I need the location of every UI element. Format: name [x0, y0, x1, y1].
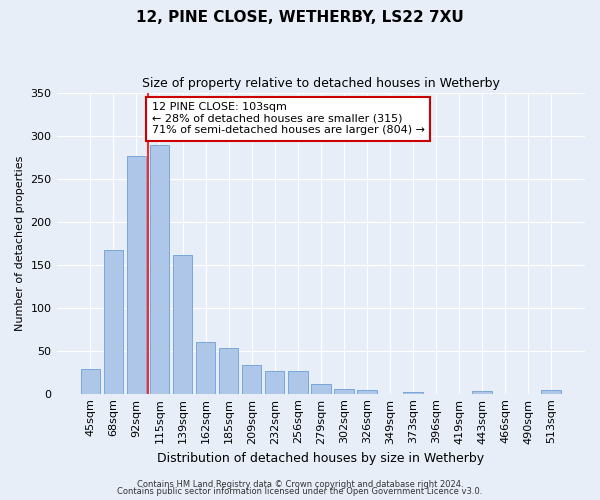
Text: Contains public sector information licensed under the Open Government Licence v3: Contains public sector information licen…: [118, 487, 482, 496]
Bar: [196, 342, 215, 394]
Bar: [173, 256, 193, 394]
Bar: [541, 390, 561, 394]
Bar: [149, 144, 169, 394]
Bar: [311, 384, 331, 394]
Bar: [472, 391, 492, 394]
Text: Contains HM Land Registry data © Crown copyright and database right 2024.: Contains HM Land Registry data © Crown c…: [137, 480, 463, 489]
Bar: [219, 348, 238, 394]
X-axis label: Distribution of detached houses by size in Wetherby: Distribution of detached houses by size …: [157, 452, 484, 465]
Bar: [357, 390, 377, 394]
Bar: [242, 366, 262, 394]
Y-axis label: Number of detached properties: Number of detached properties: [15, 156, 25, 331]
Bar: [127, 156, 146, 394]
Bar: [403, 392, 423, 394]
Text: 12, PINE CLOSE, WETHERBY, LS22 7XU: 12, PINE CLOSE, WETHERBY, LS22 7XU: [136, 10, 464, 25]
Bar: [288, 372, 308, 394]
Bar: [80, 369, 100, 394]
Bar: [265, 372, 284, 394]
Text: 12 PINE CLOSE: 103sqm
← 28% of detached houses are smaller (315)
71% of semi-det: 12 PINE CLOSE: 103sqm ← 28% of detached …: [152, 102, 425, 136]
Title: Size of property relative to detached houses in Wetherby: Size of property relative to detached ho…: [142, 78, 500, 90]
Bar: [334, 390, 353, 394]
Bar: [104, 250, 123, 394]
